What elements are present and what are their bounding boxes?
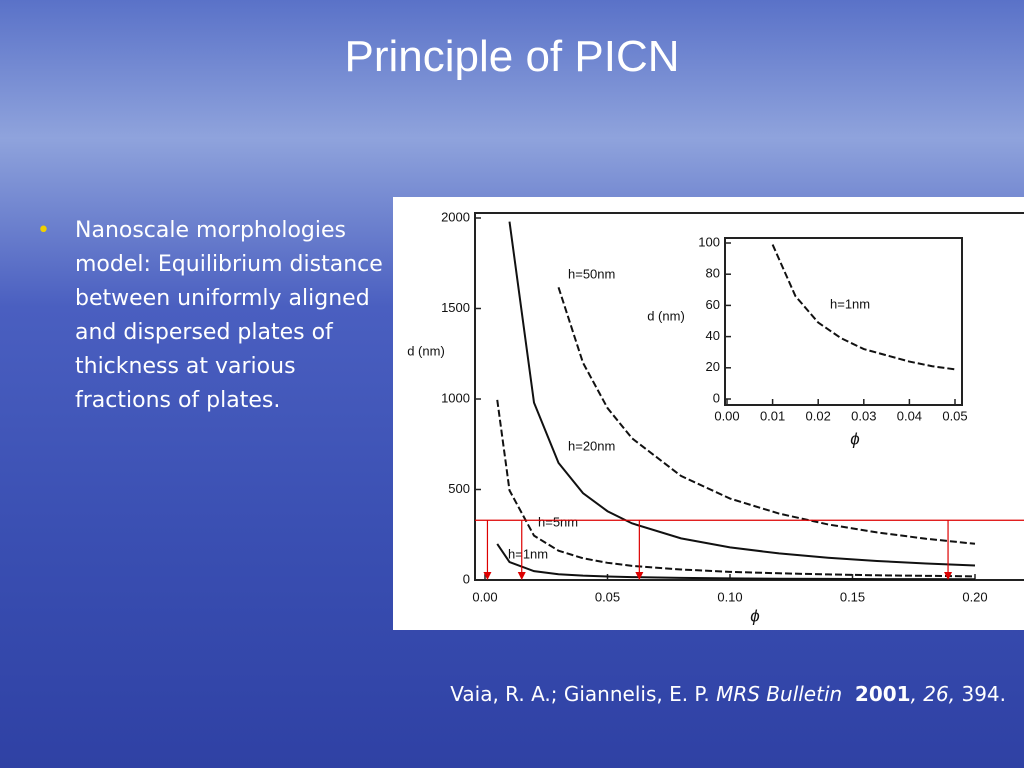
data-line xyxy=(557,287,976,545)
curve-label: h=1nm xyxy=(508,546,548,561)
y-axis-label: d (nm) xyxy=(407,343,445,358)
y-tick-label: 20 xyxy=(706,359,720,374)
y-axis-label: d (nm) xyxy=(647,308,685,323)
data-line xyxy=(496,543,976,580)
x-tick-label: 0.04 xyxy=(897,408,922,423)
plot-frame xyxy=(724,237,963,406)
y-tick-label: 0 xyxy=(713,390,720,405)
y-tick-label: 40 xyxy=(706,328,720,343)
arrow-head xyxy=(635,572,644,580)
x-axis-label: ϕ xyxy=(750,606,759,625)
x-tick-label: 0.10 xyxy=(717,589,742,604)
y-tick-label: 100 xyxy=(698,234,720,249)
x-tick-label: 0.15 xyxy=(840,589,865,604)
data-line xyxy=(771,244,956,371)
curve-label: h=1nm xyxy=(830,296,870,311)
data-line xyxy=(508,221,976,567)
citation-volume: , 26, xyxy=(910,682,956,706)
citation-page: 394. xyxy=(961,682,1006,706)
citation-journal: MRS Bulletin xyxy=(716,682,843,706)
arrow-head xyxy=(517,572,526,580)
y-tick-label: 0 xyxy=(463,571,470,586)
x-tick-label: 0.01 xyxy=(760,408,785,423)
curve-label: h=20nm xyxy=(568,438,615,453)
citation-year: 2001 xyxy=(854,682,911,706)
curve-label: h=50nm xyxy=(568,266,615,281)
y-tick-label: 80 xyxy=(706,266,720,281)
citation-authors: Vaia, R. A.; Giannelis, E. P. xyxy=(450,682,710,706)
bullet-text: Nanoscale morphologies model: Equilibriu… xyxy=(75,218,383,413)
x-tick-label: 0.00 xyxy=(472,589,497,604)
x-axis-label: ϕ xyxy=(850,429,859,448)
x-tick-label: 0.05 xyxy=(595,589,620,604)
curve-label: h=5nm xyxy=(538,514,578,529)
x-tick-label: 0.03 xyxy=(851,408,876,423)
y-tick-label: 2000 xyxy=(441,209,470,224)
y-tick-label: 1500 xyxy=(441,300,470,315)
x-tick-label: 0.20 xyxy=(962,589,987,604)
x-tick-label: 0.00 xyxy=(714,408,739,423)
y-tick-label: 60 xyxy=(706,297,720,312)
y-tick-label: 500 xyxy=(448,481,470,496)
data-line xyxy=(496,399,976,578)
bullet-dot: • xyxy=(37,218,50,243)
citation: Vaia, R. A.; Giannelis, E. P. MRS Bullet… xyxy=(450,682,1006,706)
slide-title: Principle of PICN xyxy=(344,32,680,81)
x-tick-label: 0.02 xyxy=(806,408,831,423)
y-tick-label: 1000 xyxy=(441,390,470,405)
x-tick-label: 0.05 xyxy=(942,408,967,423)
arrow-head xyxy=(483,572,492,580)
arrow-head xyxy=(944,572,953,580)
